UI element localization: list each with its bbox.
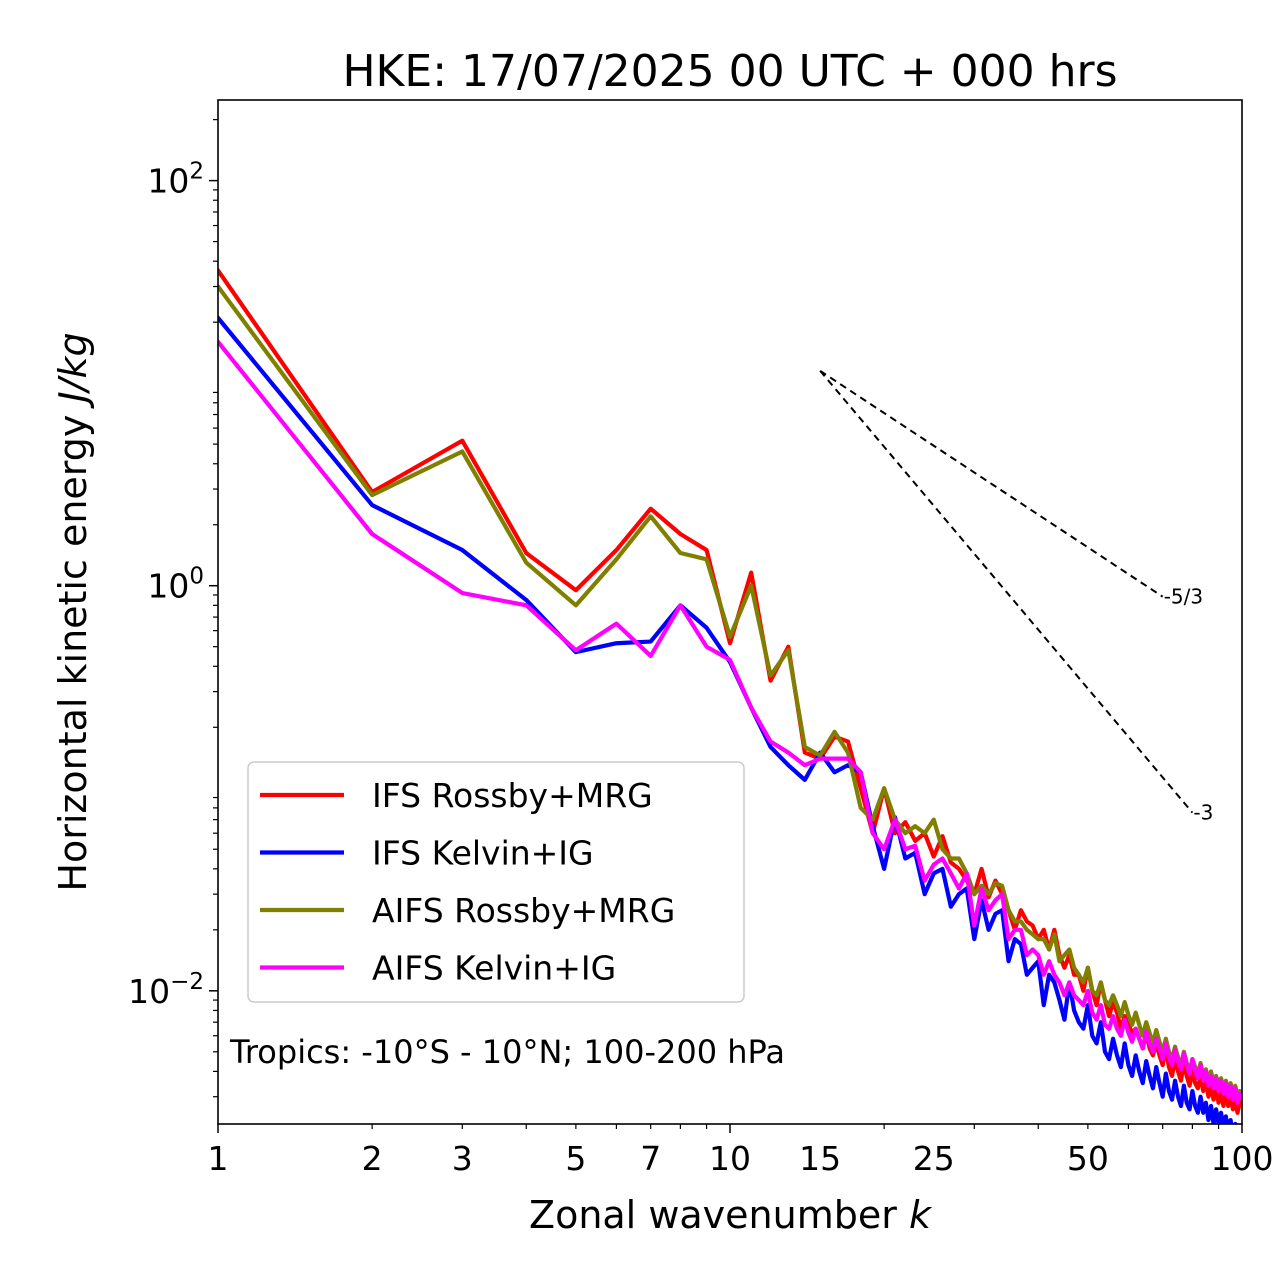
x-tick-label: 10	[709, 1139, 751, 1178]
x-axis-label: Zonal wavenumber k	[529, 1193, 933, 1237]
reference-slope-labels: -5/3 -3	[1164, 585, 1214, 825]
x-axis-ticks: 1 2 3 5 7 10 15 25 50 100	[208, 1124, 1274, 1178]
x-tick-label: 25	[913, 1139, 955, 1178]
series-lines	[218, 268, 1242, 1124]
y-tick-label: 102	[147, 159, 204, 201]
x-tick-label: 3	[452, 1139, 473, 1178]
reference-slope-label-2: -3	[1193, 801, 1213, 825]
y-tick-label: 100	[147, 564, 204, 606]
x-tick-label: 5	[565, 1139, 586, 1178]
x-axis-label-text: Zonal wavenumber	[529, 1193, 909, 1237]
series-line-2	[218, 315, 1238, 1124]
y-axis-ticks: 102 100 10−2	[128, 119, 218, 1098]
reference-slopes	[819, 370, 1194, 814]
legend-label-2: IFS Kelvin+IG	[372, 834, 594, 873]
x-tick-label: 1	[208, 1139, 229, 1178]
legend-label-3: AIFS Rossby+MRG	[372, 891, 675, 930]
reference-slope-line-1	[819, 370, 1164, 598]
x-tick-label: 15	[799, 1139, 841, 1178]
legend-label-4: AIFS Kelvin+IG	[372, 949, 616, 988]
x-axis-label-variable: k	[909, 1193, 933, 1237]
x-tick-label: 7	[640, 1139, 661, 1178]
x-tick-label: 50	[1067, 1139, 1109, 1178]
series-line-4	[218, 339, 1242, 1105]
reference-slope-line-2	[819, 370, 1194, 814]
y-tick-label: 10−2	[128, 969, 204, 1011]
reference-slope-label-1: -5/3	[1164, 585, 1203, 609]
region-annotation: Tropics: -10°S - 10°N; 100-200 hPa	[229, 1033, 785, 1071]
x-tick-label: 2	[362, 1139, 383, 1178]
legend: IFS Rossby+MRG IFS Kelvin+IG AIFS Rossby+M…	[247, 761, 745, 1003]
y-axis-label-unit: J/kg	[51, 332, 95, 409]
legend-box	[247, 761, 745, 1003]
x-tick-label: 100	[1211, 1139, 1274, 1178]
chart-title: HKE: 17/07/2025 00 UTC + 000 hrs	[342, 46, 1117, 97]
legend-label-1: IFS Rossby+MRG	[372, 776, 653, 815]
y-axis-label-text: Horizontal kinetic energy	[51, 403, 95, 892]
y-axis-label: Horizontal kinetic energy J/kg	[51, 332, 95, 891]
